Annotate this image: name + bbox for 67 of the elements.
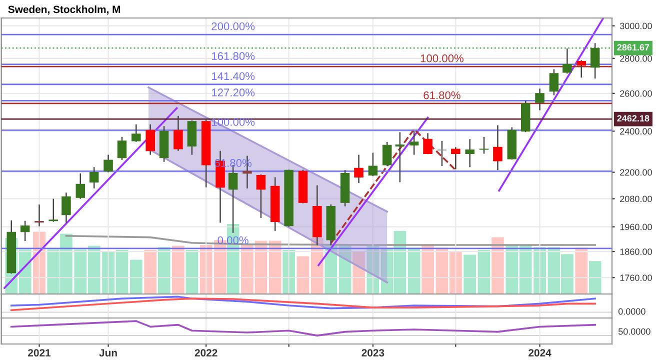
bar bbox=[296, 256, 310, 294]
candlestick bbox=[62, 192, 71, 224]
annotation: 141.40% bbox=[212, 72, 255, 80]
annotation: 127.20% bbox=[212, 88, 255, 96]
candlestick bbox=[146, 124, 155, 156]
bar bbox=[130, 260, 142, 294]
x-tick-label: 2021 bbox=[28, 349, 51, 357]
candlestick bbox=[562, 48, 572, 74]
candlestick bbox=[437, 140, 447, 167]
y-tick-label: 1960.00 bbox=[620, 224, 652, 230]
candlestick bbox=[423, 132, 432, 155]
candlestick bbox=[493, 124, 502, 171]
chart-title: Sweden, Stockholm, M bbox=[8, 5, 120, 15]
y-tick-label: 1760.00 bbox=[620, 274, 652, 281]
candlestick bbox=[368, 152, 378, 177]
candlestick bbox=[395, 132, 405, 183]
candlestick bbox=[132, 124, 141, 143]
annotation: 161.80% bbox=[212, 52, 255, 60]
candlestick bbox=[174, 115, 183, 152]
candlestick bbox=[549, 68, 559, 96]
candlestick bbox=[89, 166, 99, 190]
candlestick bbox=[479, 136, 489, 154]
candlestick bbox=[104, 154, 113, 173]
y-tick-label: 3000.00 bbox=[620, 22, 652, 30]
bar bbox=[352, 251, 365, 294]
candlestick bbox=[354, 154, 364, 184]
ref-line-label: 2462.18 bbox=[617, 115, 650, 122]
candlestick bbox=[117, 136, 127, 161]
ref-line-label: 2861.67 bbox=[617, 44, 650, 51]
text: 0.0000 bbox=[618, 308, 646, 315]
y-tick-label: 2080.00 bbox=[620, 196, 652, 202]
candlestick bbox=[76, 172, 86, 200]
text: 50.0000 bbox=[618, 328, 650, 335]
candlestick bbox=[465, 138, 474, 168]
bar bbox=[186, 250, 198, 294]
candlestick bbox=[576, 60, 586, 78]
y-tick-label: 1860.00 bbox=[620, 248, 652, 255]
bar bbox=[464, 254, 476, 294]
annotation: 61.80% bbox=[424, 91, 460, 100]
x-tick-label: 2024 bbox=[528, 349, 552, 357]
candlestick bbox=[409, 130, 419, 156]
candlestick bbox=[20, 220, 30, 242]
y-tick-label: 2400.00 bbox=[620, 128, 652, 135]
y-tick-label: 2600.00 bbox=[620, 90, 652, 97]
candlestick bbox=[382, 141, 392, 166]
x-tick-label: 2023 bbox=[362, 349, 384, 357]
annotation: 100.00% bbox=[420, 54, 464, 62]
bar bbox=[588, 261, 602, 294]
bar bbox=[492, 237, 504, 294]
bar bbox=[575, 248, 588, 294]
candlestick bbox=[535, 88, 544, 111]
candlestick bbox=[451, 146, 460, 170]
candlestick bbox=[48, 198, 58, 222]
x-tick-label: 2022 bbox=[194, 349, 218, 357]
candlestick bbox=[256, 174, 266, 219]
bar bbox=[172, 246, 184, 294]
bar bbox=[268, 240, 282, 294]
candlestick bbox=[590, 42, 600, 80]
bar bbox=[158, 247, 170, 294]
x-tick-label: Jun bbox=[99, 349, 117, 357]
y-tick-label: 2800.00 bbox=[620, 55, 652, 62]
bar bbox=[478, 250, 490, 294]
bar bbox=[144, 250, 156, 294]
candlestick bbox=[34, 204, 44, 227]
annotation: 200.00% bbox=[212, 22, 255, 30]
bar bbox=[422, 244, 434, 294]
y-tick-label: 2200.00 bbox=[620, 169, 652, 176]
